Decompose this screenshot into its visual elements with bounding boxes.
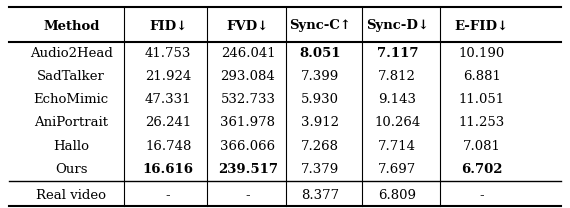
Text: Real video: Real video: [36, 189, 106, 202]
Text: SadTalker: SadTalker: [37, 70, 105, 83]
Text: 7.268: 7.268: [302, 140, 339, 153]
Text: 532.733: 532.733: [221, 93, 275, 106]
Text: 361.978: 361.978: [221, 116, 275, 129]
Text: 47.331: 47.331: [145, 93, 192, 106]
Text: EchoMimic: EchoMimic: [34, 93, 109, 106]
Text: -: -: [166, 189, 170, 202]
Text: 11.051: 11.051: [459, 93, 504, 106]
Text: 9.143: 9.143: [378, 93, 416, 106]
Text: 7.399: 7.399: [301, 70, 340, 83]
Text: 366.066: 366.066: [221, 140, 275, 153]
Text: 6.809: 6.809: [378, 189, 416, 202]
Text: Ours: Ours: [55, 163, 88, 176]
Text: 16.616: 16.616: [142, 163, 194, 176]
Text: 8.377: 8.377: [302, 189, 339, 202]
Text: 21.924: 21.924: [145, 70, 192, 83]
Text: 10.190: 10.190: [458, 47, 505, 60]
Text: 7.812: 7.812: [378, 70, 416, 83]
Text: Sync-D↓: Sync-D↓: [366, 20, 429, 32]
Text: 8.051: 8.051: [300, 47, 341, 60]
Text: 7.697: 7.697: [378, 163, 417, 176]
Text: AniPortrait: AniPortrait: [34, 116, 108, 129]
Text: -: -: [246, 189, 250, 202]
Text: Sync-C↑: Sync-C↑: [290, 20, 351, 32]
Text: 7.117: 7.117: [377, 47, 418, 60]
Text: 16.748: 16.748: [145, 140, 192, 153]
Text: -: -: [479, 189, 484, 202]
Text: 11.253: 11.253: [458, 116, 505, 129]
Text: Method: Method: [43, 20, 99, 32]
Text: 26.241: 26.241: [145, 116, 192, 129]
Text: E-FID↓: E-FID↓: [455, 20, 508, 32]
Text: 7.379: 7.379: [301, 163, 340, 176]
Text: Audio2Head: Audio2Head: [30, 47, 113, 60]
Text: FID↓: FID↓: [149, 20, 188, 32]
Text: 10.264: 10.264: [374, 116, 421, 129]
Text: 239.517: 239.517: [218, 163, 278, 176]
Text: 7.714: 7.714: [378, 140, 416, 153]
Text: 41.753: 41.753: [145, 47, 192, 60]
Text: 246.041: 246.041: [221, 47, 275, 60]
Text: Hallo: Hallo: [53, 140, 89, 153]
Text: 3.912: 3.912: [302, 116, 339, 129]
Text: FVD↓: FVD↓: [227, 20, 269, 32]
Text: 293.084: 293.084: [221, 70, 275, 83]
Text: 7.081: 7.081: [463, 140, 500, 153]
Text: 6.702: 6.702: [461, 163, 502, 176]
Text: 6.881: 6.881: [463, 70, 500, 83]
Text: 5.930: 5.930: [302, 93, 339, 106]
